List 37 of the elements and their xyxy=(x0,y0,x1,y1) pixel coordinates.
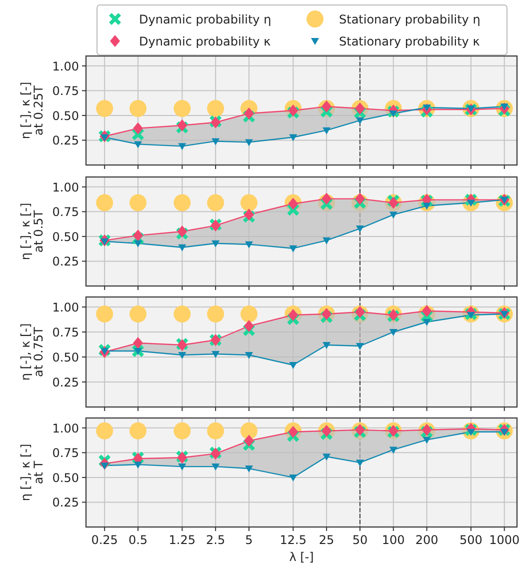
y-tick-label: 1.00 xyxy=(52,300,79,314)
y-axis-title: η [-], κ [-] at 0.75T xyxy=(18,323,46,381)
x-tick-label: 100 xyxy=(382,533,405,547)
legend-label: Stationary probability κ xyxy=(339,34,480,48)
x-tick-label: 1000 xyxy=(489,533,520,547)
x-tick-label: 25 xyxy=(318,533,334,547)
y-axis-title: η [-], κ [-] at T xyxy=(18,444,46,502)
legend-label: Dynamic probability κ xyxy=(139,34,271,48)
x-tick-label: 5 xyxy=(245,533,253,547)
y-tick-label: 0.25 xyxy=(52,376,79,390)
y-tick-label: 0.75 xyxy=(52,205,79,220)
legend-label: Dynamic probability η xyxy=(139,12,272,26)
x-tick-label: 12.5 xyxy=(280,533,307,547)
y-tick-label: 0.50 xyxy=(52,108,79,123)
y-axis-title: η [-], κ [-] at 0.25T xyxy=(18,82,46,140)
y-tick-label: 0.75 xyxy=(52,446,79,460)
y-tick-label: 0.25 xyxy=(52,496,79,510)
y-tick-label: 0.75 xyxy=(52,84,79,98)
y-tick-label: 0.50 xyxy=(52,230,79,244)
x-tick-label: 0.25 xyxy=(91,533,118,547)
x-tick-label: 200 xyxy=(415,533,438,547)
y-tick-label: 1.00 xyxy=(52,421,79,436)
y-tick-label: 0.25 xyxy=(52,134,79,148)
y-tick-label: 0.50 xyxy=(52,350,79,364)
x-axis-title: λ [-] xyxy=(289,550,314,564)
y-axis-title: η [-], κ [-] at 0.5T xyxy=(18,202,46,260)
y-tick-label: 0.50 xyxy=(52,470,79,485)
x-tick-label: 50 xyxy=(352,533,368,547)
y-tick-label: 1.00 xyxy=(52,59,79,74)
x-tick-label: 500 xyxy=(459,533,482,547)
x-tick-label: 0.5 xyxy=(128,533,148,547)
x-tick-label: 2.5 xyxy=(206,533,226,547)
x-tick-label: 1.25 xyxy=(168,533,196,547)
legend-label: Stationary probability η xyxy=(339,12,480,26)
y-tick-label: 1.00 xyxy=(52,180,79,194)
y-tick-label: 0.25 xyxy=(52,254,79,269)
y-tick-label: 0.75 xyxy=(52,326,79,340)
